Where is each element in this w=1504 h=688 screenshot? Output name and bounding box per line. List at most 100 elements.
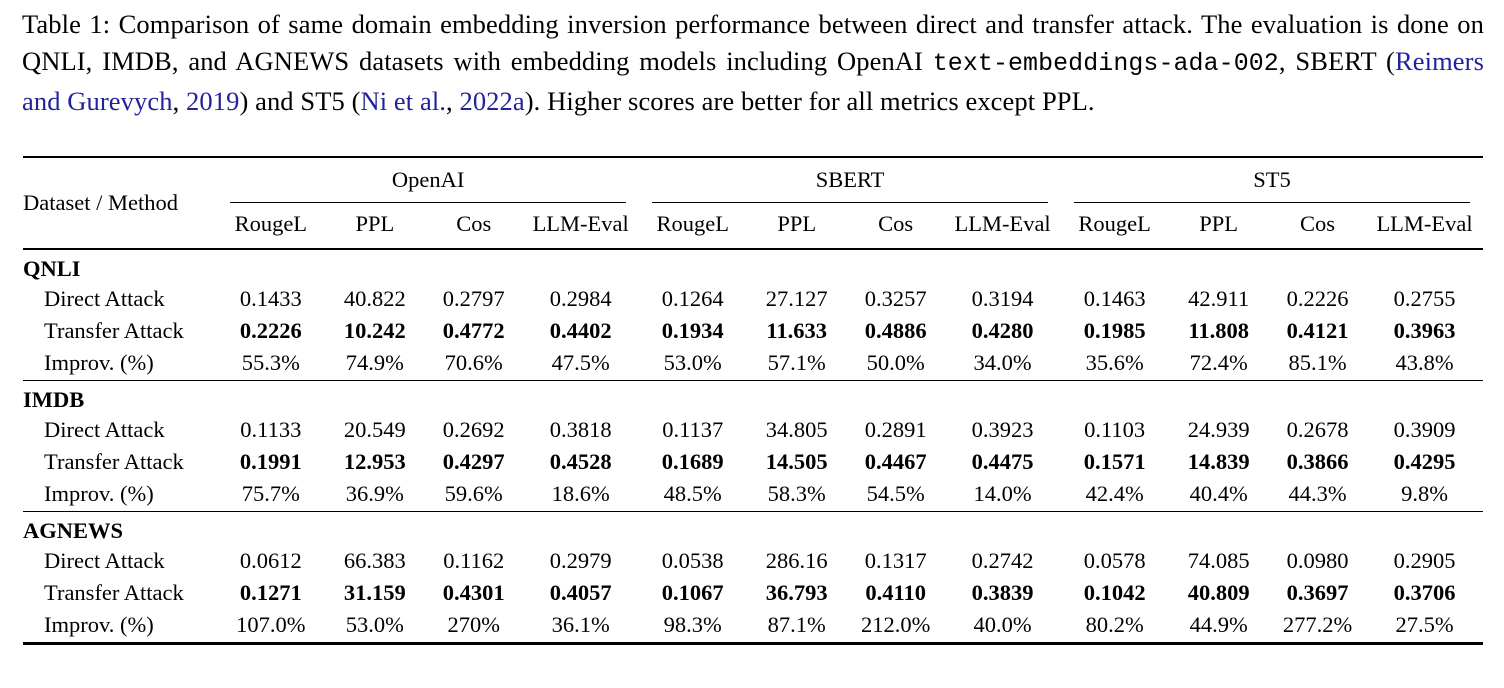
citation-link[interactable]: Ni et al. xyxy=(360,86,447,116)
group-header-row: Dataset / Method OpenAI SBERT ST5 xyxy=(23,157,1483,250)
table-row: Transfer Attack 0.1271 31.159 0.4301 0.4057 0… xyxy=(23,578,1483,610)
value-cell: 0.4110 xyxy=(865,580,926,605)
metric-header-ppl: PPL xyxy=(746,203,848,250)
section-name-agnews: AGNEWS xyxy=(23,511,1483,546)
value-cell: 0.4467 xyxy=(864,449,927,474)
row-label: Transfer Attack xyxy=(44,449,184,474)
value-cell: 0.2891 xyxy=(864,417,927,442)
value-cell: 27.127 xyxy=(765,286,828,311)
value-cell: 0.1067 xyxy=(661,580,724,605)
value-cell: 43.8% xyxy=(1395,350,1454,375)
value-cell: 47.5% xyxy=(551,350,610,375)
section-header-row: QNLI xyxy=(23,249,1483,284)
section-name-imdb: IMDB xyxy=(23,380,1483,415)
table-row: Transfer Attack 0.1991 12.953 0.4297 0.4528 0… xyxy=(23,447,1483,479)
value-cell: 0.3963 xyxy=(1393,318,1456,343)
value-cell: 34.805 xyxy=(765,417,828,442)
metric-header-rougel: RougeL xyxy=(217,203,325,250)
value-cell: 50.0% xyxy=(866,350,925,375)
value-cell: 0.0538 xyxy=(661,548,724,573)
table-row: Direct Attack 0.1133 20.549 0.2692 0.3818 0.1… xyxy=(23,415,1483,447)
value-cell: 98.3% xyxy=(663,612,722,637)
value-cell: 12.953 xyxy=(343,449,406,474)
row-label: Direct Attack xyxy=(44,417,165,442)
caption-text: , SBERT ( xyxy=(1278,46,1395,76)
metric-header-llm-eval: LLM-Eval xyxy=(1366,203,1483,250)
caption-text: , xyxy=(172,86,187,116)
value-cell: 0.2226 xyxy=(1286,286,1349,311)
table-row: Direct Attack 0.1433 40.822 0.2797 0.2984 0.1… xyxy=(23,284,1483,316)
value-cell: 0.1463 xyxy=(1083,286,1146,311)
metrics-header-row: RougeL PPL Cos LLM-Eval RougeL PPL Cos L… xyxy=(23,203,1483,250)
value-cell: 9.8% xyxy=(1401,481,1448,506)
value-cell: 20.549 xyxy=(343,417,406,442)
value-cell: 0.4402 xyxy=(549,318,612,343)
group-label-sbert: SBERT xyxy=(652,167,1048,203)
value-cell: 0.1133 xyxy=(240,417,302,442)
value-cell: 53.0% xyxy=(345,612,404,637)
value-cell: 0.4121 xyxy=(1286,318,1349,343)
value-cell: 75.7% xyxy=(241,481,300,506)
caption-text: Table 1: Comparison of same domain embed… xyxy=(22,9,1484,76)
value-cell: 0.2797 xyxy=(442,286,505,311)
value-cell: 0.0980 xyxy=(1286,548,1349,573)
value-cell: 0.1689 xyxy=(661,449,724,474)
row-label: Direct Attack xyxy=(44,548,165,573)
value-cell: 0.4886 xyxy=(864,318,927,343)
metric-header-cos: Cos xyxy=(847,203,945,250)
value-cell: 40.809 xyxy=(1187,580,1250,605)
value-cell: 0.2979 xyxy=(549,548,612,573)
value-cell: 14.505 xyxy=(765,449,828,474)
value-cell: 54.5% xyxy=(866,481,925,506)
value-cell: 11.633 xyxy=(766,318,828,343)
value-cell: 87.1% xyxy=(767,612,826,637)
value-cell: 0.1934 xyxy=(661,318,724,343)
citation-link[interactable]: Reimers and Gurevych xyxy=(22,46,1484,116)
value-cell: 14.839 xyxy=(1187,449,1250,474)
row-label: Improv. (%) xyxy=(44,350,154,375)
caption-text: , xyxy=(446,86,460,116)
table-row: Improv. (%) 75.7% 36.9% 59.6% 18.6% 48.5% 58.3… xyxy=(23,479,1483,512)
group-label-st5: ST5 xyxy=(1073,167,1470,203)
value-cell: 0.0612 xyxy=(239,548,302,573)
value-cell: 0.4301 xyxy=(442,580,505,605)
group-header-st5: ST5 xyxy=(1061,157,1483,203)
value-cell: 70.6% xyxy=(444,350,503,375)
value-cell: 42.911 xyxy=(1188,286,1250,311)
metric-header-rougel: RougeL xyxy=(639,203,747,250)
value-cell: 0.0578 xyxy=(1083,548,1146,573)
value-cell: 0.4475 xyxy=(971,449,1034,474)
value-cell: 48.5% xyxy=(663,481,722,506)
group-header-sbert: SBERT xyxy=(639,157,1061,203)
section-header-row: AGNEWS xyxy=(23,511,1483,546)
value-cell: 0.3866 xyxy=(1286,449,1349,474)
value-cell: 18.6% xyxy=(551,481,610,506)
citation-link[interactable]: 2022a xyxy=(459,86,525,116)
value-cell: 0.1991 xyxy=(239,449,302,474)
metric-header-rougel: RougeL xyxy=(1060,203,1169,250)
results-table: Dataset / Method OpenAI SBERT ST5 RougeL… xyxy=(23,156,1483,645)
value-cell: 0.2692 xyxy=(442,417,505,442)
value-cell: 107.0% xyxy=(236,612,306,637)
citation-link[interactable]: 2019 xyxy=(186,86,240,116)
value-cell: 0.3818 xyxy=(549,417,612,442)
value-cell: 40.4% xyxy=(1189,481,1248,506)
value-cell: 44.9% xyxy=(1189,612,1248,637)
row-label: Transfer Attack xyxy=(44,318,184,343)
value-cell: 0.1103 xyxy=(1084,417,1146,442)
table-row: Improv. (%) 107.0% 53.0% 270% 36.1% 98.3% 87.1… xyxy=(23,610,1483,644)
value-cell: 85.1% xyxy=(1288,350,1347,375)
value-cell: 40.0% xyxy=(973,612,1032,637)
value-cell: 0.4280 xyxy=(971,318,1034,343)
table-caption: Table 1: Comparison of same domain embed… xyxy=(22,6,1484,120)
value-cell: 40.822 xyxy=(343,286,406,311)
value-cell: 270% xyxy=(447,612,500,637)
value-cell: 0.4057 xyxy=(549,580,612,605)
value-cell: 212.0% xyxy=(860,612,931,637)
value-cell: 74.085 xyxy=(1187,548,1250,573)
row-label: Direct Attack xyxy=(44,286,165,311)
value-cell: 72.4% xyxy=(1189,350,1248,375)
value-cell: 42.4% xyxy=(1085,481,1144,506)
group-header-openai: OpenAI xyxy=(217,157,639,203)
value-cell: 55.3% xyxy=(241,350,300,375)
